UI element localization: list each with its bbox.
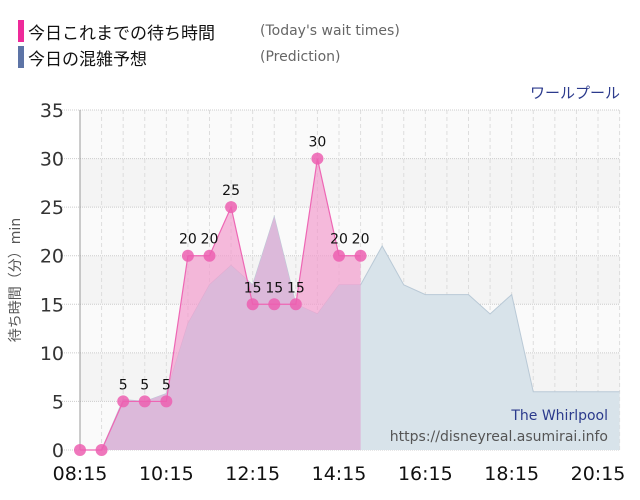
- y-tick-label: 10: [40, 343, 64, 365]
- data-label: 15: [287, 280, 305, 296]
- data-label: 20: [352, 232, 370, 248]
- plot-band: [80, 110, 620, 159]
- watermark-url: https://disneyreal.asumirai.info: [390, 429, 608, 445]
- data-point[interactable]: [74, 444, 86, 456]
- data-point[interactable]: [138, 395, 151, 408]
- data-label: 15: [265, 280, 283, 296]
- legend-swatch-actual: [18, 20, 24, 42]
- data-point[interactable]: [181, 249, 194, 262]
- data-point[interactable]: [95, 444, 108, 456]
- watermark-title: The Whirlpool: [510, 408, 608, 424]
- data-point[interactable]: [268, 298, 281, 311]
- y-axis-label: 待ち時間（分）min: [8, 218, 24, 342]
- overlap-area: [101, 216, 361, 450]
- data-label: 20: [179, 232, 197, 248]
- data-label: 5: [162, 377, 171, 393]
- y-tick-label: 0: [52, 440, 64, 462]
- data-point[interactable]: [354, 249, 367, 262]
- data-point[interactable]: [160, 395, 173, 408]
- data-label: 5: [119, 377, 128, 393]
- x-tick-label: 16:15: [398, 463, 453, 485]
- legend-item-actual: 今日これまでの待ち時間 (Today's wait times): [18, 18, 400, 44]
- legend-label-en: (Today's wait times): [260, 23, 400, 39]
- y-tick-label: 35: [40, 100, 64, 122]
- data-label: 20: [330, 232, 348, 248]
- plot-band: [80, 158, 620, 208]
- x-tick-label: 20:15: [571, 463, 626, 485]
- legend-swatch-prediction: [18, 46, 24, 68]
- data-point[interactable]: [289, 298, 302, 311]
- chart-title: ワールプール: [529, 84, 620, 102]
- x-tick-label: 10:15: [139, 463, 194, 485]
- x-tick-label: 08:15: [53, 463, 108, 485]
- plot-band: [80, 207, 620, 256]
- data-label: 25: [222, 183, 240, 199]
- data-label: 20: [201, 232, 219, 248]
- y-tick-label: 25: [40, 197, 64, 219]
- data-point[interactable]: [311, 152, 324, 165]
- x-tick-label: 14:15: [312, 463, 367, 485]
- legend-label-en: (Prediction): [260, 49, 341, 65]
- data-point[interactable]: [117, 395, 130, 408]
- legend-label-jp: 今日の混雑予想: [28, 49, 147, 70]
- legend-label-jp: 今日これまでの待ち時間: [28, 23, 215, 44]
- data-point[interactable]: [225, 201, 238, 214]
- legend-item-prediction: 今日の混雑予想 (Prediction): [18, 44, 400, 70]
- y-tick-label: 5: [52, 391, 64, 413]
- data-label: 30: [309, 135, 327, 151]
- x-tick-label: 12:15: [225, 463, 280, 485]
- data-point[interactable]: [203, 249, 216, 262]
- y-tick-label: 30: [40, 149, 64, 171]
- data-label: 15: [244, 280, 262, 296]
- y-tick-label: 15: [40, 294, 64, 316]
- legend: 今日これまでの待ち時間 (Today's wait times) 今日の混雑予想…: [18, 18, 400, 70]
- x-tick-label: 18:15: [484, 463, 539, 485]
- y-tick-label: 20: [40, 246, 64, 268]
- data-label: 5: [140, 377, 149, 393]
- data-point[interactable]: [333, 249, 345, 262]
- data-point[interactable]: [246, 298, 259, 311]
